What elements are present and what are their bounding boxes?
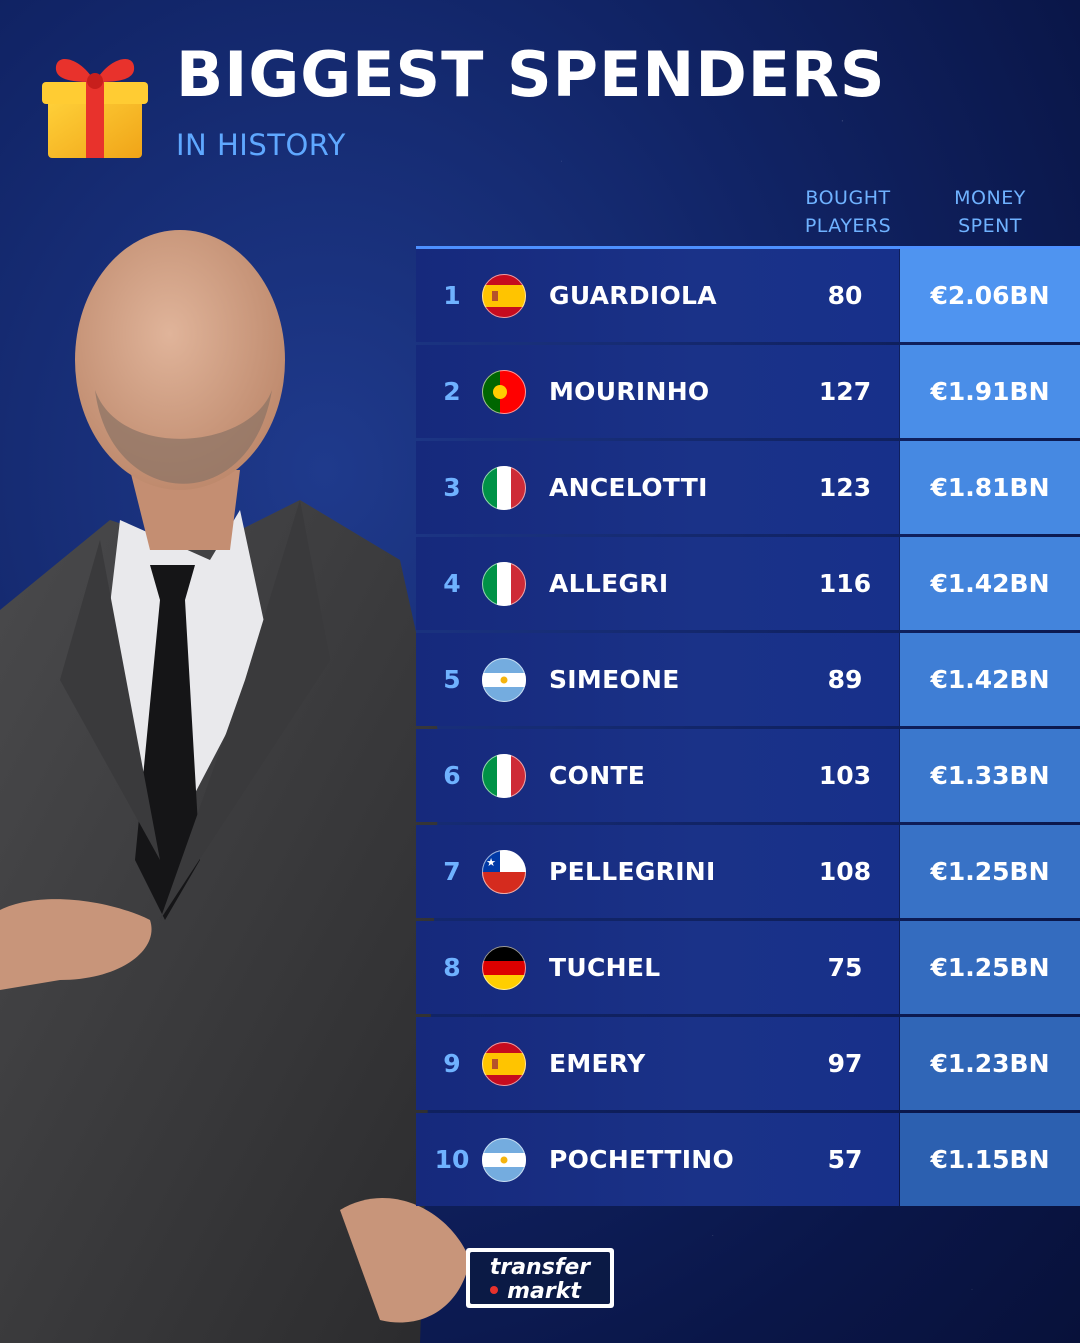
money-spent-value: €1.91BN [900,345,1080,438]
table-row: 9 EMERY 97 €1.23BN [416,1017,1080,1110]
table-row: 7 ★ PELLEGRINI 108 €1.25BN [416,825,1080,918]
money-spent-value: €1.15BN [900,1113,1080,1206]
table-row: 6 CONTE 103 €1.33BN [416,729,1080,822]
svg-text:★: ★ [486,856,496,869]
spain-flag-icon [482,1041,526,1086]
argentina-flag-icon [482,657,526,702]
italy-flag-icon [482,561,526,606]
rank-number: 2 [443,377,461,406]
logo-line1: transfer [490,1255,591,1280]
rank-number: 9 [443,1049,461,1078]
italy-flag-icon [482,465,526,510]
coach-name: EMERY [549,1049,646,1078]
money-spent-value: €1.33BN [900,729,1080,822]
bought-players-count: 116 [818,569,872,598]
table-row: 2 MOURINHO 127 €1.91BN [416,345,1080,438]
coach-name: TUCHEL [549,953,661,982]
page-subtitle: IN HISTORY [176,128,346,162]
coach-name: ANCELOTTI [549,473,708,502]
chile-flag-icon: ★ [482,849,526,894]
transfermarkt-logo: transfer markt [466,1248,614,1308]
logo-line2: markt [507,1279,582,1304]
coach-name: SIMEONE [549,665,680,694]
bought-players-count: 75 [827,953,863,982]
money-spent-value: €1.23BN [900,1017,1080,1110]
portugal-flag-icon [482,369,526,414]
coach-name: PELLEGRINI [549,857,716,886]
rank-number: 10 [434,1145,470,1174]
bought-players-count: 108 [818,857,872,886]
bought-players-count: 80 [827,281,863,310]
italy-flag-icon [482,753,526,798]
rank-number: 8 [443,953,461,982]
money-spent-value: €1.25BN [900,921,1080,1014]
coach-name: CONTE [549,761,646,790]
rank-number: 3 [443,473,461,502]
rank-number: 4 [443,569,461,598]
argentina-flag-icon [482,1137,526,1182]
table-row: 1 GUARDIOLA 80 €2.06BN [416,249,1080,342]
money-spent-value: €1.42BN [900,537,1080,630]
bought-players-count: 57 [827,1145,863,1174]
table-row: 5 SIMEONE 89 €1.42BN [416,633,1080,726]
rank-number: 5 [443,665,461,694]
table-row: 4 ALLEGRI 116 €1.42BN [416,537,1080,630]
rank-number: 7 [443,857,461,886]
money-spent-value: €1.25BN [900,825,1080,918]
bought-players-count: 123 [818,473,872,502]
bought-players-count: 97 [827,1049,863,1078]
money-spent-value: €2.06BN [900,249,1080,342]
spain-flag-icon [482,273,526,318]
table-top-border [416,246,1080,249]
column-header-money-spent: MONEY SPENT [954,187,1026,237]
table-row: 10 POCHETTINO 57 €1.15BN [416,1113,1080,1206]
coach-name: POCHETTINO [549,1145,735,1174]
bought-players-count: 127 [818,377,872,406]
coach-name: ALLEGRI [549,569,669,598]
germany-flag-icon [482,945,526,990]
table-row: 8 TUCHEL 75 €1.25BN [416,921,1080,1014]
coach-name: MOURINHO [549,377,710,406]
money-spent-value: €1.42BN [900,633,1080,726]
coach-name: GUARDIOLA [549,281,717,310]
page-title: BIGGEST SPENDERS [176,38,886,111]
rank-number: 6 [443,761,461,790]
column-header-bought-players: BOUGHT PLAYERS [804,187,892,237]
coach-photo [0,230,470,1343]
money-spent-value: €1.81BN [900,441,1080,534]
ranking-table: 1 GUARDIOLA 80 €2.06BN 2 MOURINHO 127 €1.91BN 3 A… [416,246,1080,1209]
rank-number: 1 [443,281,461,310]
bought-players-count: 103 [818,761,872,790]
gift-icon [42,58,148,158]
table-row: 3 ANCELOTTI 123 €1.81BN [416,441,1080,534]
bought-players-count: 89 [827,665,863,694]
